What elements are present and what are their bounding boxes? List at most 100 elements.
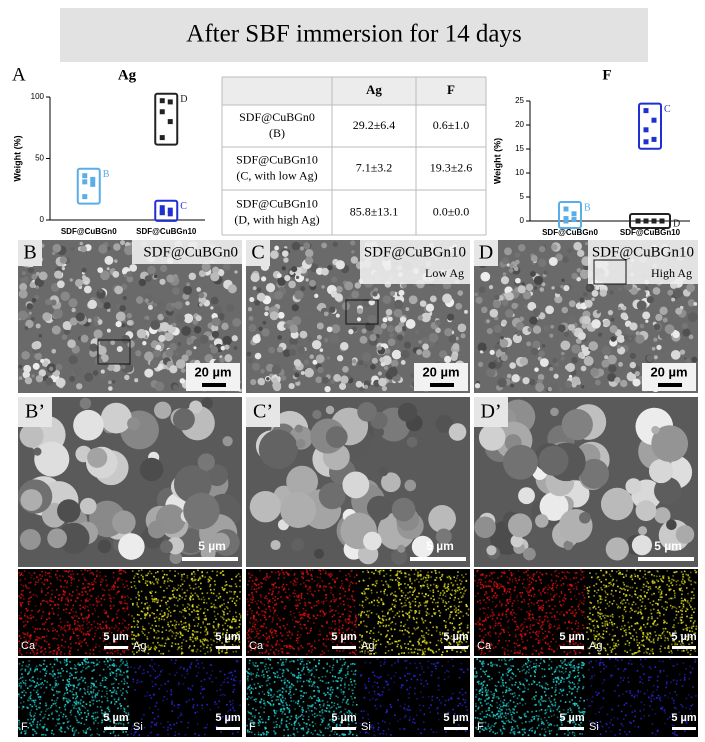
eds-dot [424,605,426,607]
table-cell: 29.2±6.4 [353,118,396,132]
eds-dot [28,671,31,673]
grain [324,386,331,393]
eds-dot [99,684,101,686]
eds-dot [71,628,74,631]
eds-dot [310,627,313,630]
eds-dot [157,637,160,639]
eds-dot [19,574,22,576]
eds-dot [38,609,41,612]
eds-dot [124,640,127,643]
eds-dot [208,623,211,625]
eds-dot [319,573,322,575]
grain [188,272,197,281]
eds-dot [460,583,462,585]
eds-dot [354,653,357,656]
eds-dot [340,679,343,682]
eds-dot [413,587,416,589]
eds-dot [219,605,222,607]
eds-dot [51,623,53,625]
eds-dot [170,727,172,730]
grain [100,354,109,363]
eds-dot [28,679,31,681]
eds-dot [282,652,284,654]
eds-dot [309,602,312,604]
eds-dot [430,597,432,600]
grain [144,351,154,362]
eds-dot [375,613,378,615]
eds-dot [137,591,140,593]
eds-dot [50,706,52,709]
eds-dot [283,688,285,691]
eds-dot [21,673,23,675]
eds-dot [378,601,380,604]
eds-dot [120,704,123,707]
eds-dot [246,598,248,600]
eds-dot [285,645,288,647]
eds-dot [44,680,46,682]
eds-dot [310,731,313,734]
eds-dot [451,589,454,592]
grain [221,322,229,331]
eds-dot [150,646,152,649]
eds-dot [196,637,199,640]
eds-dot [160,618,163,621]
eds-dot [60,726,62,729]
eds-dot [133,647,136,649]
eds-dot [27,665,29,668]
eds-dot [226,612,229,615]
eds-dot [351,594,353,597]
eds-dot [18,682,21,685]
eds-dot [422,577,424,580]
eds-dot [68,683,71,685]
eds-dot [228,585,231,587]
eds-dot [298,648,300,651]
eds-dot [467,608,470,611]
eds-dot [182,668,185,670]
eds-dot [59,628,62,631]
eds-dot [201,707,204,710]
eds-dot [62,575,64,578]
eds-dot [71,594,73,597]
eds-dot [235,604,237,607]
eds-dot [283,606,286,609]
eds-dot [25,730,27,732]
eds-dot [36,668,38,671]
eds-dot [457,605,460,608]
eds-dot [220,731,222,733]
eds-dot [56,578,59,581]
eds-dot [172,587,175,589]
eds-dot [69,650,71,652]
eds-dot [438,571,441,574]
eds-dot [218,592,221,595]
eds-dot [121,602,123,605]
eds-dot [32,679,34,682]
eds-dot [152,668,155,670]
eds-dot [39,702,41,705]
eds-dot [101,721,104,724]
table-note: (C, with low Ag) [236,168,317,182]
eds-dot [425,604,427,607]
eds-dot [376,591,378,594]
eds-dot [427,587,430,590]
eds-dot [224,652,227,654]
data-point [643,218,649,224]
data-point [643,139,649,145]
eds-dot [297,639,300,641]
eds-dot [326,635,328,637]
eds-dot [278,574,280,576]
eds-dot [361,593,364,595]
eds-dot [36,721,39,723]
eds-dot [75,589,78,591]
eds-dot [254,636,256,638]
eds-dot [288,598,291,601]
eds-dot [268,635,271,638]
eds-dot [149,627,152,630]
eds-dot [36,638,38,641]
eds-dot [52,717,54,720]
eds-dot [305,627,308,629]
eds-dot [68,612,71,614]
eds-dot [168,606,170,608]
eds-dot [417,626,420,629]
eds-dot [296,605,298,607]
eds-dot [331,578,334,581]
